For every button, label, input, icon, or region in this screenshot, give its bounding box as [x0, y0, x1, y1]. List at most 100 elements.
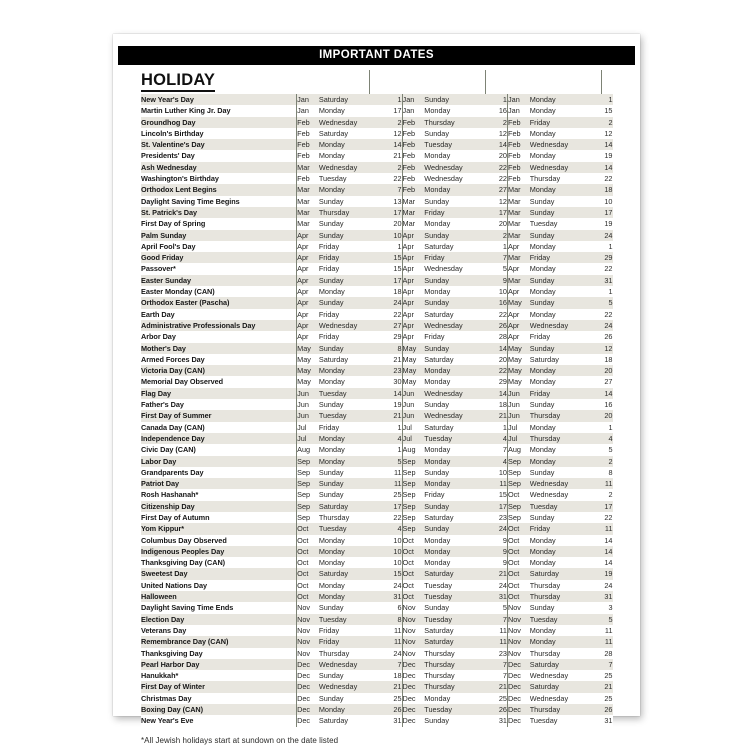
- date-cell-1: 2: [376, 161, 403, 174]
- month-cell-2: Dec: [401, 692, 425, 705]
- date-cell-1: 31: [376, 715, 403, 727]
- month-cell-1: Oct: [296, 557, 319, 569]
- date-cell-3: 2: [587, 455, 613, 467]
- weekday-cell-2: Monday: [424, 534, 483, 546]
- month-cell-3: Feb: [506, 161, 530, 174]
- weekday-cell-2: Thursday: [424, 658, 483, 671]
- weekday-cell-2: Monday: [424, 557, 483, 569]
- date-cell-2: 11: [482, 636, 508, 648]
- weekday-cell-1: Monday: [318, 534, 377, 546]
- weekday-cell-3: Monday: [529, 150, 588, 162]
- date-cell-1: 15: [376, 263, 403, 275]
- holiday-name-cell: Daylight Saving Time Ends: [141, 602, 297, 614]
- date-cell-3: 15: [587, 105, 613, 117]
- date-cell-2: 22: [482, 365, 508, 377]
- table-row: Civic Day (CAN) Aug Monday 1 Aug Monday 7 Aug Mo…: [141, 444, 613, 456]
- table-row: First Day of Autumn Sep Thursday 22 Sep Satur…: [141, 511, 613, 524]
- weekday-cell-2: Wednesday: [424, 387, 483, 400]
- date-cell-3: 20: [587, 410, 613, 422]
- holiday-name-cell: Halloween: [141, 591, 297, 603]
- month-cell-2: Nov: [401, 613, 425, 625]
- date-cell-2: 22: [482, 308, 508, 320]
- weekday-cell-1: Saturday: [318, 94, 377, 106]
- month-cell-3: Oct: [506, 523, 530, 535]
- date-cell-2: 25: [482, 692, 508, 705]
- month-cell-1: Dec: [296, 704, 319, 716]
- month-cell-1: Oct: [296, 545, 319, 558]
- weekday-cell-3: Monday: [529, 263, 588, 275]
- weekday-cell-2: Monday: [424, 376, 483, 388]
- table-row: Armed Forces Day May Saturday 21 May Saturday…: [141, 353, 613, 366]
- weekday-cell-3: Friday: [529, 523, 588, 535]
- date-cell-3: 31: [587, 591, 613, 603]
- date-cell-1: 17: [376, 105, 403, 117]
- date-cell-1: 21: [376, 410, 403, 422]
- date-cell-1: 8: [376, 342, 403, 354]
- month-cell-1: Nov: [296, 613, 319, 625]
- weekday-cell-2: Monday: [424, 444, 483, 456]
- date-cell-2: 14: [482, 342, 508, 354]
- weekday-cell-3: Thursday: [529, 173, 588, 185]
- date-cell-3: 21: [587, 681, 613, 693]
- table-row: Orthodox Easter (Pascha) Apr Sunday 24 Apr Su…: [141, 297, 613, 309]
- weekday-cell-2: Sunday: [424, 500, 483, 512]
- month-cell-3: Dec: [506, 692, 530, 705]
- date-cell-2: 20: [482, 218, 508, 230]
- date-cell-1: 2: [376, 116, 403, 128]
- table-row: Yom Kippur* Oct Tuesday 4 Sep Sunday 24 Oct Frid…: [141, 523, 613, 535]
- date-cell-2: 16: [482, 297, 508, 309]
- date-cell-1: 4: [376, 432, 403, 445]
- date-cell-2: 7: [482, 670, 508, 682]
- date-cell-2: 9: [482, 545, 508, 558]
- table-row: Memorial Day Observed May Monday 30 May Monda…: [141, 376, 613, 388]
- date-cell-2: 22: [482, 161, 508, 174]
- table-row: Columbus Day Observed Oct Monday 10 Oct Monda…: [141, 534, 613, 546]
- month-cell-2: Jan: [401, 105, 425, 117]
- weekday-cell-1: Sunday: [318, 478, 377, 490]
- month-cell-3: Jul: [506, 432, 530, 445]
- holiday-name-cell: Christmas Day: [141, 692, 297, 705]
- date-cell-3: 31: [587, 715, 613, 727]
- date-cell-1: 26: [376, 704, 403, 716]
- date-cell-1: 1: [376, 444, 403, 456]
- holiday-name-cell: First Day of Summer: [141, 410, 297, 422]
- month-cell-1: Oct: [296, 579, 319, 592]
- weekday-cell-1: Sunday: [318, 489, 377, 501]
- table-row: Easter Sunday Apr Sunday 17 Apr Sunday 9 Mar Sun…: [141, 274, 613, 287]
- date-cell-3: 11: [587, 636, 613, 648]
- weekday-cell-3: Monday: [529, 94, 588, 106]
- column-separator-1: [369, 70, 370, 94]
- month-cell-1: Jul: [296, 432, 319, 445]
- weekday-cell-2: Sunday: [424, 602, 483, 614]
- month-cell-2: Nov: [401, 647, 425, 659]
- month-cell-2: Dec: [401, 704, 425, 716]
- date-cell-2: 15: [482, 489, 508, 501]
- weekday-cell-3: Monday: [529, 444, 588, 456]
- month-cell-1: Apr: [296, 308, 319, 320]
- holiday-name-cell: Thanksgiving Day (CAN): [141, 557, 297, 569]
- month-cell-2: Jul: [401, 432, 425, 445]
- month-cell-2: Dec: [401, 658, 425, 671]
- weekday-cell-2: Tuesday: [424, 579, 483, 592]
- holiday-name-cell: St. Patrick's Day: [141, 206, 297, 219]
- month-cell-2: Sep: [401, 478, 425, 490]
- month-cell-2: Dec: [401, 715, 425, 727]
- date-cell-1: 21: [376, 150, 403, 162]
- date-cell-1: 31: [376, 591, 403, 603]
- weekday-cell-1: Monday: [318, 286, 377, 298]
- weekday-cell-2: Sunday: [424, 94, 483, 106]
- table-row: Independence Day Jul Monday 4 Jul Tuesday 4 Jul…: [141, 432, 613, 445]
- date-cell-1: 11: [376, 478, 403, 490]
- date-cell-3: 22: [587, 511, 613, 524]
- month-cell-2: Mar: [401, 195, 425, 207]
- weekday-cell-1: Monday: [318, 105, 377, 117]
- weekday-cell-1: Saturday: [318, 353, 377, 366]
- date-cell-2: 24: [482, 579, 508, 592]
- table-row: Martin Luther King Jr. Day Jan Monday 17 Jan…: [141, 105, 613, 117]
- month-cell-3: Apr: [506, 240, 530, 253]
- month-cell-2: Apr: [401, 274, 425, 287]
- month-cell-2: Sep: [401, 511, 425, 524]
- weekday-cell-3: Saturday: [529, 681, 588, 693]
- date-cell-2: 12: [482, 127, 508, 140]
- month-cell-1: Mar: [296, 218, 319, 230]
